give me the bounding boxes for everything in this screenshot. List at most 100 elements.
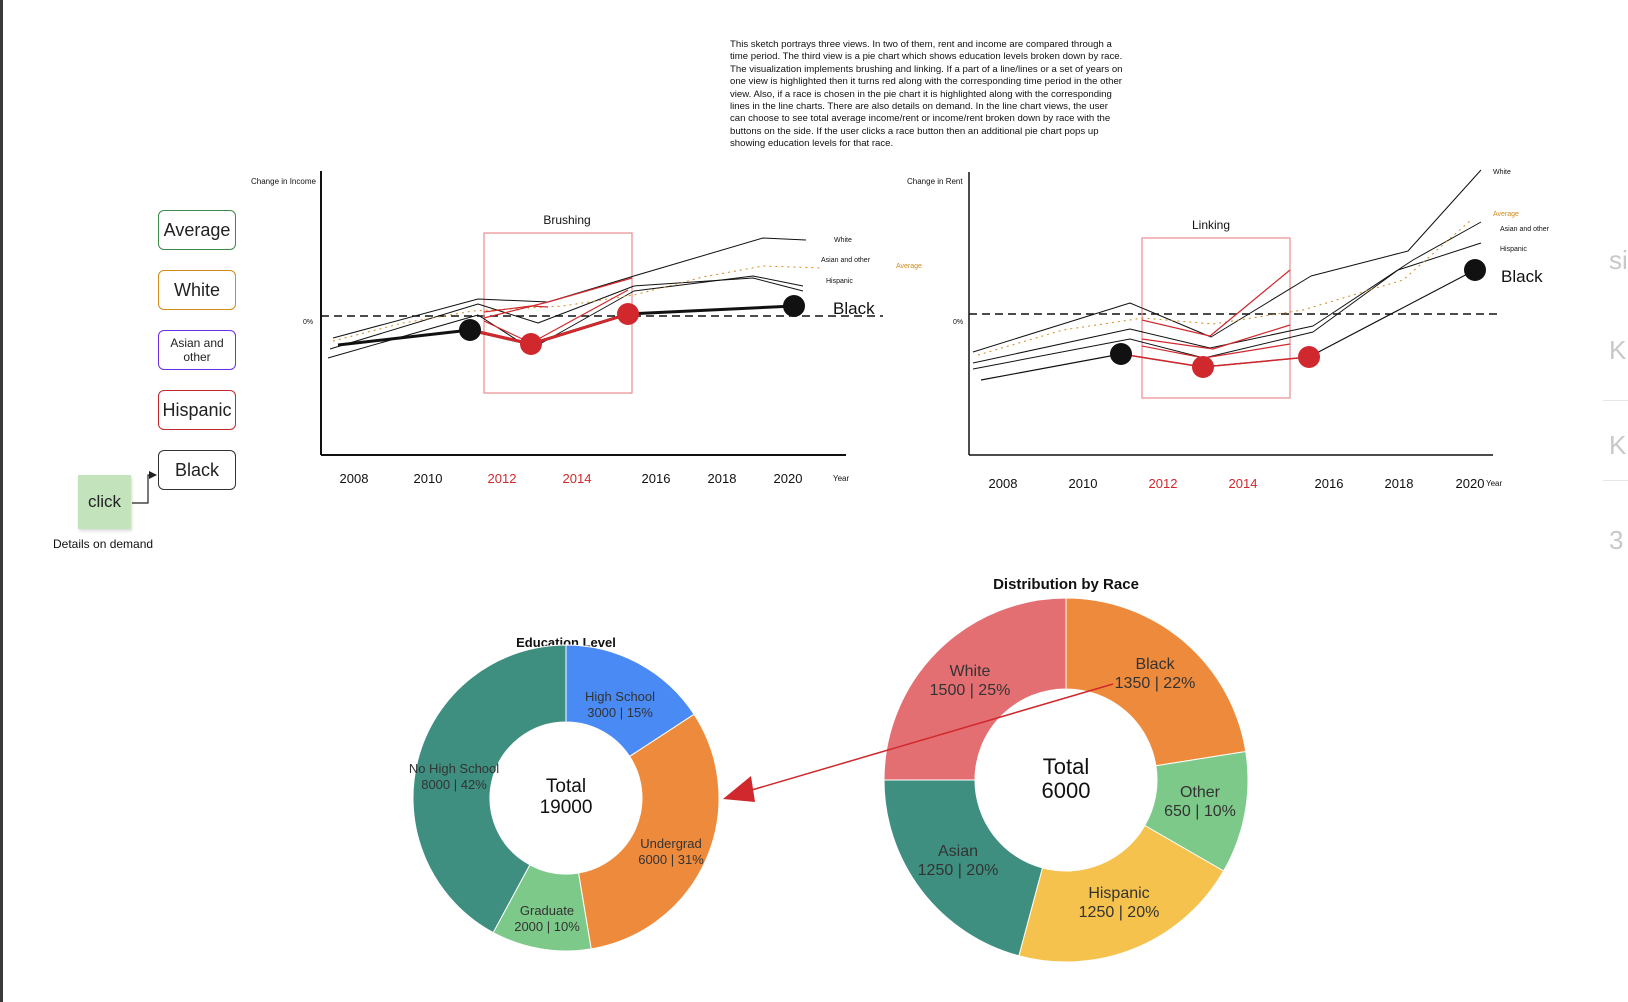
race-slice-white bbox=[883, 597, 1067, 781]
education-slice-no-high-school-label: No High School bbox=[409, 761, 499, 776]
rent-x-tick-2012: 2012 bbox=[1149, 476, 1178, 491]
income-x-tick-2010: 2010 bbox=[414, 471, 443, 486]
income-line-asian bbox=[329, 277, 804, 350]
income-label-asian: Asian and other bbox=[821, 257, 871, 264]
linking-selection-box bbox=[1141, 237, 1291, 399]
white-button-label: White bbox=[173, 279, 220, 300]
income-label-hispanic: Hispanic bbox=[826, 278, 853, 285]
income-label-average: Average bbox=[896, 263, 922, 270]
income-y-axis-label: Change in Income bbox=[251, 177, 316, 186]
rent-x-tick-2014: 2014 bbox=[1229, 476, 1258, 491]
rent-label-hispanic: Hispanic bbox=[1500, 246, 1527, 253]
income-x-tick-2012: 2012 bbox=[488, 471, 517, 486]
income-x-tick-2016: 2016 bbox=[642, 471, 671, 486]
sketch-canvas: This sketch portrays three views. In two… bbox=[3, 0, 1603, 1002]
black-button[interactable]: Black bbox=[158, 450, 236, 490]
rent-line-black bbox=[980, 269, 1476, 381]
rent-link-seg-2 bbox=[1141, 324, 1291, 350]
rent-x-tick-2020: 2020 bbox=[1456, 476, 1485, 491]
click-sticky-note-label: click bbox=[87, 492, 122, 511]
rent-point-black-2020 bbox=[1464, 259, 1486, 281]
income-line-white bbox=[332, 237, 807, 339]
income-label-white: White bbox=[834, 237, 852, 244]
education-title: Education Level bbox=[516, 635, 616, 650]
race-title: Distribution by Race bbox=[993, 576, 1139, 593]
income-x-axis-label: Year bbox=[833, 474, 850, 483]
race-slice-other-label: Other bbox=[1180, 784, 1221, 801]
details-on-demand-label: Details on demand bbox=[53, 537, 154, 551]
race-slice-black-value: 1350 | 22% bbox=[1115, 675, 1196, 692]
rent-link-seg-1 bbox=[1141, 269, 1291, 337]
white-button[interactable]: White bbox=[158, 270, 236, 310]
income-point-black-2011 bbox=[459, 319, 481, 341]
income-point-black-2020 bbox=[783, 295, 805, 317]
rent-point-2013 bbox=[1192, 356, 1214, 378]
income-line-average bbox=[332, 265, 824, 342]
race-slice-hispanic-label: Hispanic bbox=[1088, 885, 1149, 902]
income-x-tick-2008: 2008 bbox=[340, 471, 369, 486]
education-slice-undergrad-value: 6000 | 31% bbox=[638, 852, 704, 867]
rent-x-tick-2016: 2016 bbox=[1315, 476, 1344, 491]
education-slice-no-high-school-value: 8000 | 42% bbox=[421, 777, 487, 792]
hispanic-button[interactable]: Hispanic bbox=[158, 390, 236, 430]
rent-link-seg-3 bbox=[1141, 343, 1291, 359]
rent-zero-label: 0% bbox=[953, 319, 963, 326]
rent-line-hispanic bbox=[972, 242, 1482, 370]
education-slice-high-school-value: 3000 | 15% bbox=[587, 705, 653, 720]
rent-line-asian bbox=[972, 221, 1482, 364]
pie-link-arrow-head bbox=[723, 776, 755, 802]
income-label-black: Black bbox=[833, 299, 875, 318]
education-center-label: Total bbox=[546, 776, 586, 797]
rent-y-axis-label: Change in Rent bbox=[907, 177, 963, 186]
average-button-label: Average bbox=[163, 219, 231, 240]
education-total: 19000 bbox=[540, 797, 593, 818]
rent-x-tick-2018: 2018 bbox=[1385, 476, 1414, 491]
income-point-2015 bbox=[617, 303, 639, 325]
brushing-title: Brushing bbox=[543, 213, 590, 227]
rent-label-white: White bbox=[1493, 169, 1511, 176]
linking-title: Linking bbox=[1192, 218, 1230, 232]
race-slice-asian-label: Asian bbox=[938, 843, 978, 860]
black-button-label: Black bbox=[174, 459, 219, 480]
education-slice-undergrad bbox=[577, 713, 720, 950]
sketch-drawing: Change in Income Year Brushing 0% 2008 2010 20… bbox=[132, 169, 1550, 963]
rent-x-tick-2010: 2010 bbox=[1069, 476, 1098, 491]
race-slice-asian bbox=[883, 779, 1044, 957]
race-center-label: Total bbox=[1043, 754, 1089, 779]
rent-label-black: Black bbox=[1501, 267, 1543, 286]
income-point-2013 bbox=[520, 333, 542, 355]
rent-x-axis-label: Year bbox=[1486, 479, 1503, 488]
income-x-tick-2014: 2014 bbox=[563, 471, 592, 486]
education-slice-undergrad-label: Undergrad bbox=[640, 836, 701, 851]
education-slice-no-high-school bbox=[412, 644, 567, 934]
rent-line-average bbox=[977, 219, 1472, 356]
race-slice-black bbox=[1065, 597, 1247, 767]
income-zero-label: 0% bbox=[303, 319, 313, 326]
race-slice-hispanic-value: 1250 | 20% bbox=[1079, 904, 1160, 921]
rent-point-2015 bbox=[1298, 346, 1320, 368]
adjacent-window-edge: si K K 3 bbox=[1603, 0, 1628, 1002]
average-button[interactable]: Average bbox=[158, 210, 236, 250]
rent-label-average: Average bbox=[1493, 211, 1519, 218]
race-total: 6000 bbox=[1042, 778, 1091, 803]
rent-point-black-2011 bbox=[1110, 343, 1132, 365]
rent-x-tick-2008: 2008 bbox=[989, 476, 1018, 491]
rent-label-asian: Asian and other bbox=[1500, 226, 1550, 233]
description-note: This sketch portrays three views. In two… bbox=[730, 39, 1123, 150]
race-slice-hispanic bbox=[1018, 824, 1225, 963]
race-slice-asian-value: 1250 | 20% bbox=[918, 862, 999, 879]
education-slice-high-school-label: High School bbox=[585, 689, 655, 704]
sticky-connector-arrow bbox=[132, 471, 157, 504]
rent-line-white bbox=[972, 169, 1482, 353]
education-slice-graduate-value: 2000 | 10% bbox=[514, 919, 580, 934]
race-slice-white-label: White bbox=[950, 663, 991, 680]
hispanic-button-label: Hispanic bbox=[162, 399, 232, 420]
race-slice-white-value: 1500 | 25% bbox=[930, 682, 1011, 699]
income-brush-seg-3 bbox=[483, 277, 633, 319]
pie-link-arrow-line bbox=[744, 683, 1114, 793]
income-line-hispanic bbox=[327, 275, 804, 359]
asian-and-other-button-label: Asian and other bbox=[170, 336, 224, 364]
race-slice-other-value: 650 | 10% bbox=[1164, 803, 1236, 820]
asian-and-other-button[interactable]: Asian and other bbox=[158, 330, 236, 370]
click-sticky-note[interactable]: click bbox=[78, 475, 131, 529]
